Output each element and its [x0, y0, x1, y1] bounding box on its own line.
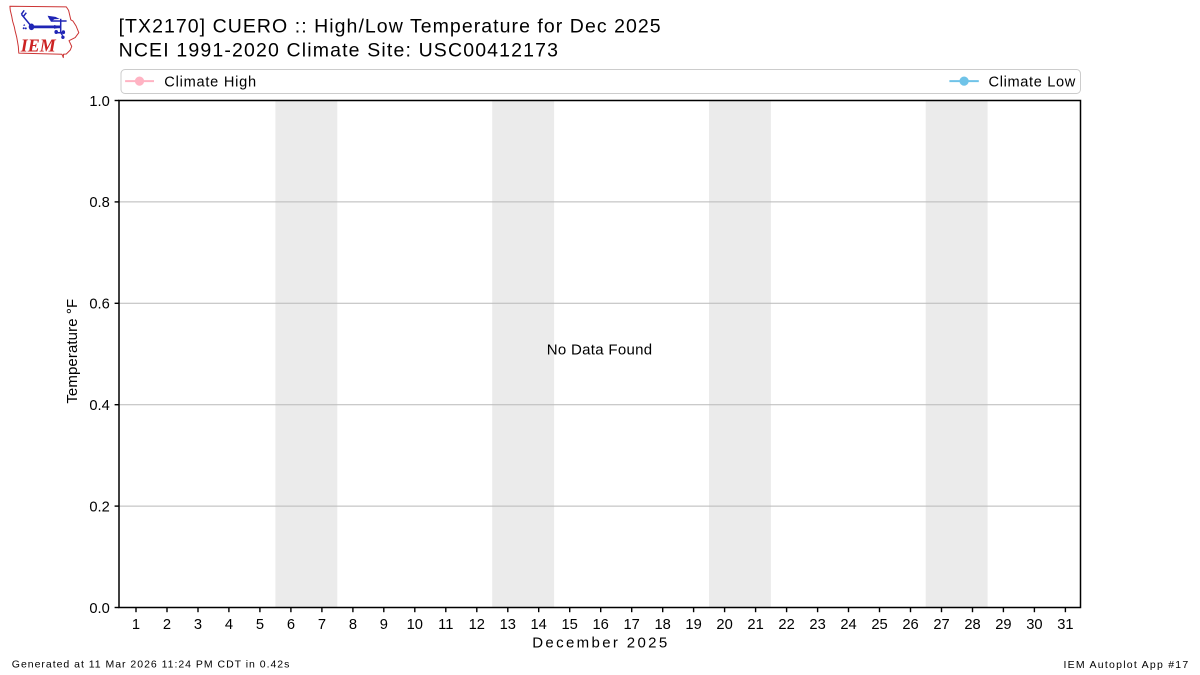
svg-text:Temperature °F: Temperature °F	[64, 299, 81, 404]
svg-text:25: 25	[871, 617, 887, 633]
svg-text:3: 3	[194, 617, 202, 633]
svg-text:11: 11	[438, 617, 453, 633]
svg-text:9: 9	[380, 617, 388, 633]
svg-text:21: 21	[747, 617, 763, 633]
svg-text:0.4: 0.4	[89, 398, 109, 414]
svg-text:Climate High: Climate High	[164, 75, 257, 91]
svg-text:1.0: 1.0	[89, 94, 109, 110]
svg-text:NCEI 1991-2020 Climate Site: U: NCEI 1991-2020 Climate Site: USC00412173	[119, 40, 560, 62]
svg-text:22: 22	[778, 617, 794, 633]
svg-text:29: 29	[995, 617, 1011, 633]
svg-text:19: 19	[685, 617, 701, 633]
svg-text:0.6: 0.6	[89, 297, 109, 313]
svg-text:27: 27	[933, 617, 949, 633]
svg-text:18: 18	[655, 617, 671, 633]
svg-text:15: 15	[562, 617, 578, 633]
svg-text:0.2: 0.2	[89, 499, 109, 515]
svg-text:12: 12	[469, 617, 485, 633]
svg-text:5: 5	[256, 617, 264, 633]
svg-text:31: 31	[1057, 617, 1073, 633]
svg-text:IEM: IEM	[20, 35, 57, 55]
svg-text:14: 14	[531, 617, 547, 633]
svg-text:1: 1	[132, 617, 140, 633]
svg-text:30: 30	[1026, 617, 1042, 633]
svg-text:4: 4	[225, 617, 233, 633]
svg-text:December 2025: December 2025	[532, 634, 669, 651]
svg-text:Climate Low: Climate Low	[989, 75, 1076, 91]
svg-text:8: 8	[349, 617, 357, 633]
svg-text:24: 24	[840, 617, 856, 633]
svg-text:13: 13	[500, 617, 516, 633]
svg-text:7: 7	[318, 617, 326, 633]
svg-text:16: 16	[593, 617, 609, 633]
svg-text:6: 6	[287, 617, 295, 633]
svg-text:0.8: 0.8	[89, 195, 109, 211]
svg-text:No Data Found: No Data Found	[547, 341, 653, 358]
svg-text:20: 20	[716, 617, 732, 633]
svg-text:26: 26	[902, 617, 918, 633]
svg-text:10: 10	[407, 617, 423, 633]
svg-text:IEM Autoplot App #17: IEM Autoplot App #17	[1064, 659, 1190, 671]
svg-text:17: 17	[624, 617, 640, 633]
svg-text:2: 2	[163, 617, 171, 633]
svg-text:23: 23	[809, 617, 825, 633]
svg-text:0.0: 0.0	[89, 601, 109, 617]
svg-text:28: 28	[964, 617, 980, 633]
svg-text:[TX2170] CUERO :: High/Low Tem: [TX2170] CUERO :: High/Low Temperature f…	[119, 16, 662, 38]
svg-text:Generated at 11 Mar 2026 11:24: Generated at 11 Mar 2026 11:24 PM CDT in…	[12, 659, 291, 671]
